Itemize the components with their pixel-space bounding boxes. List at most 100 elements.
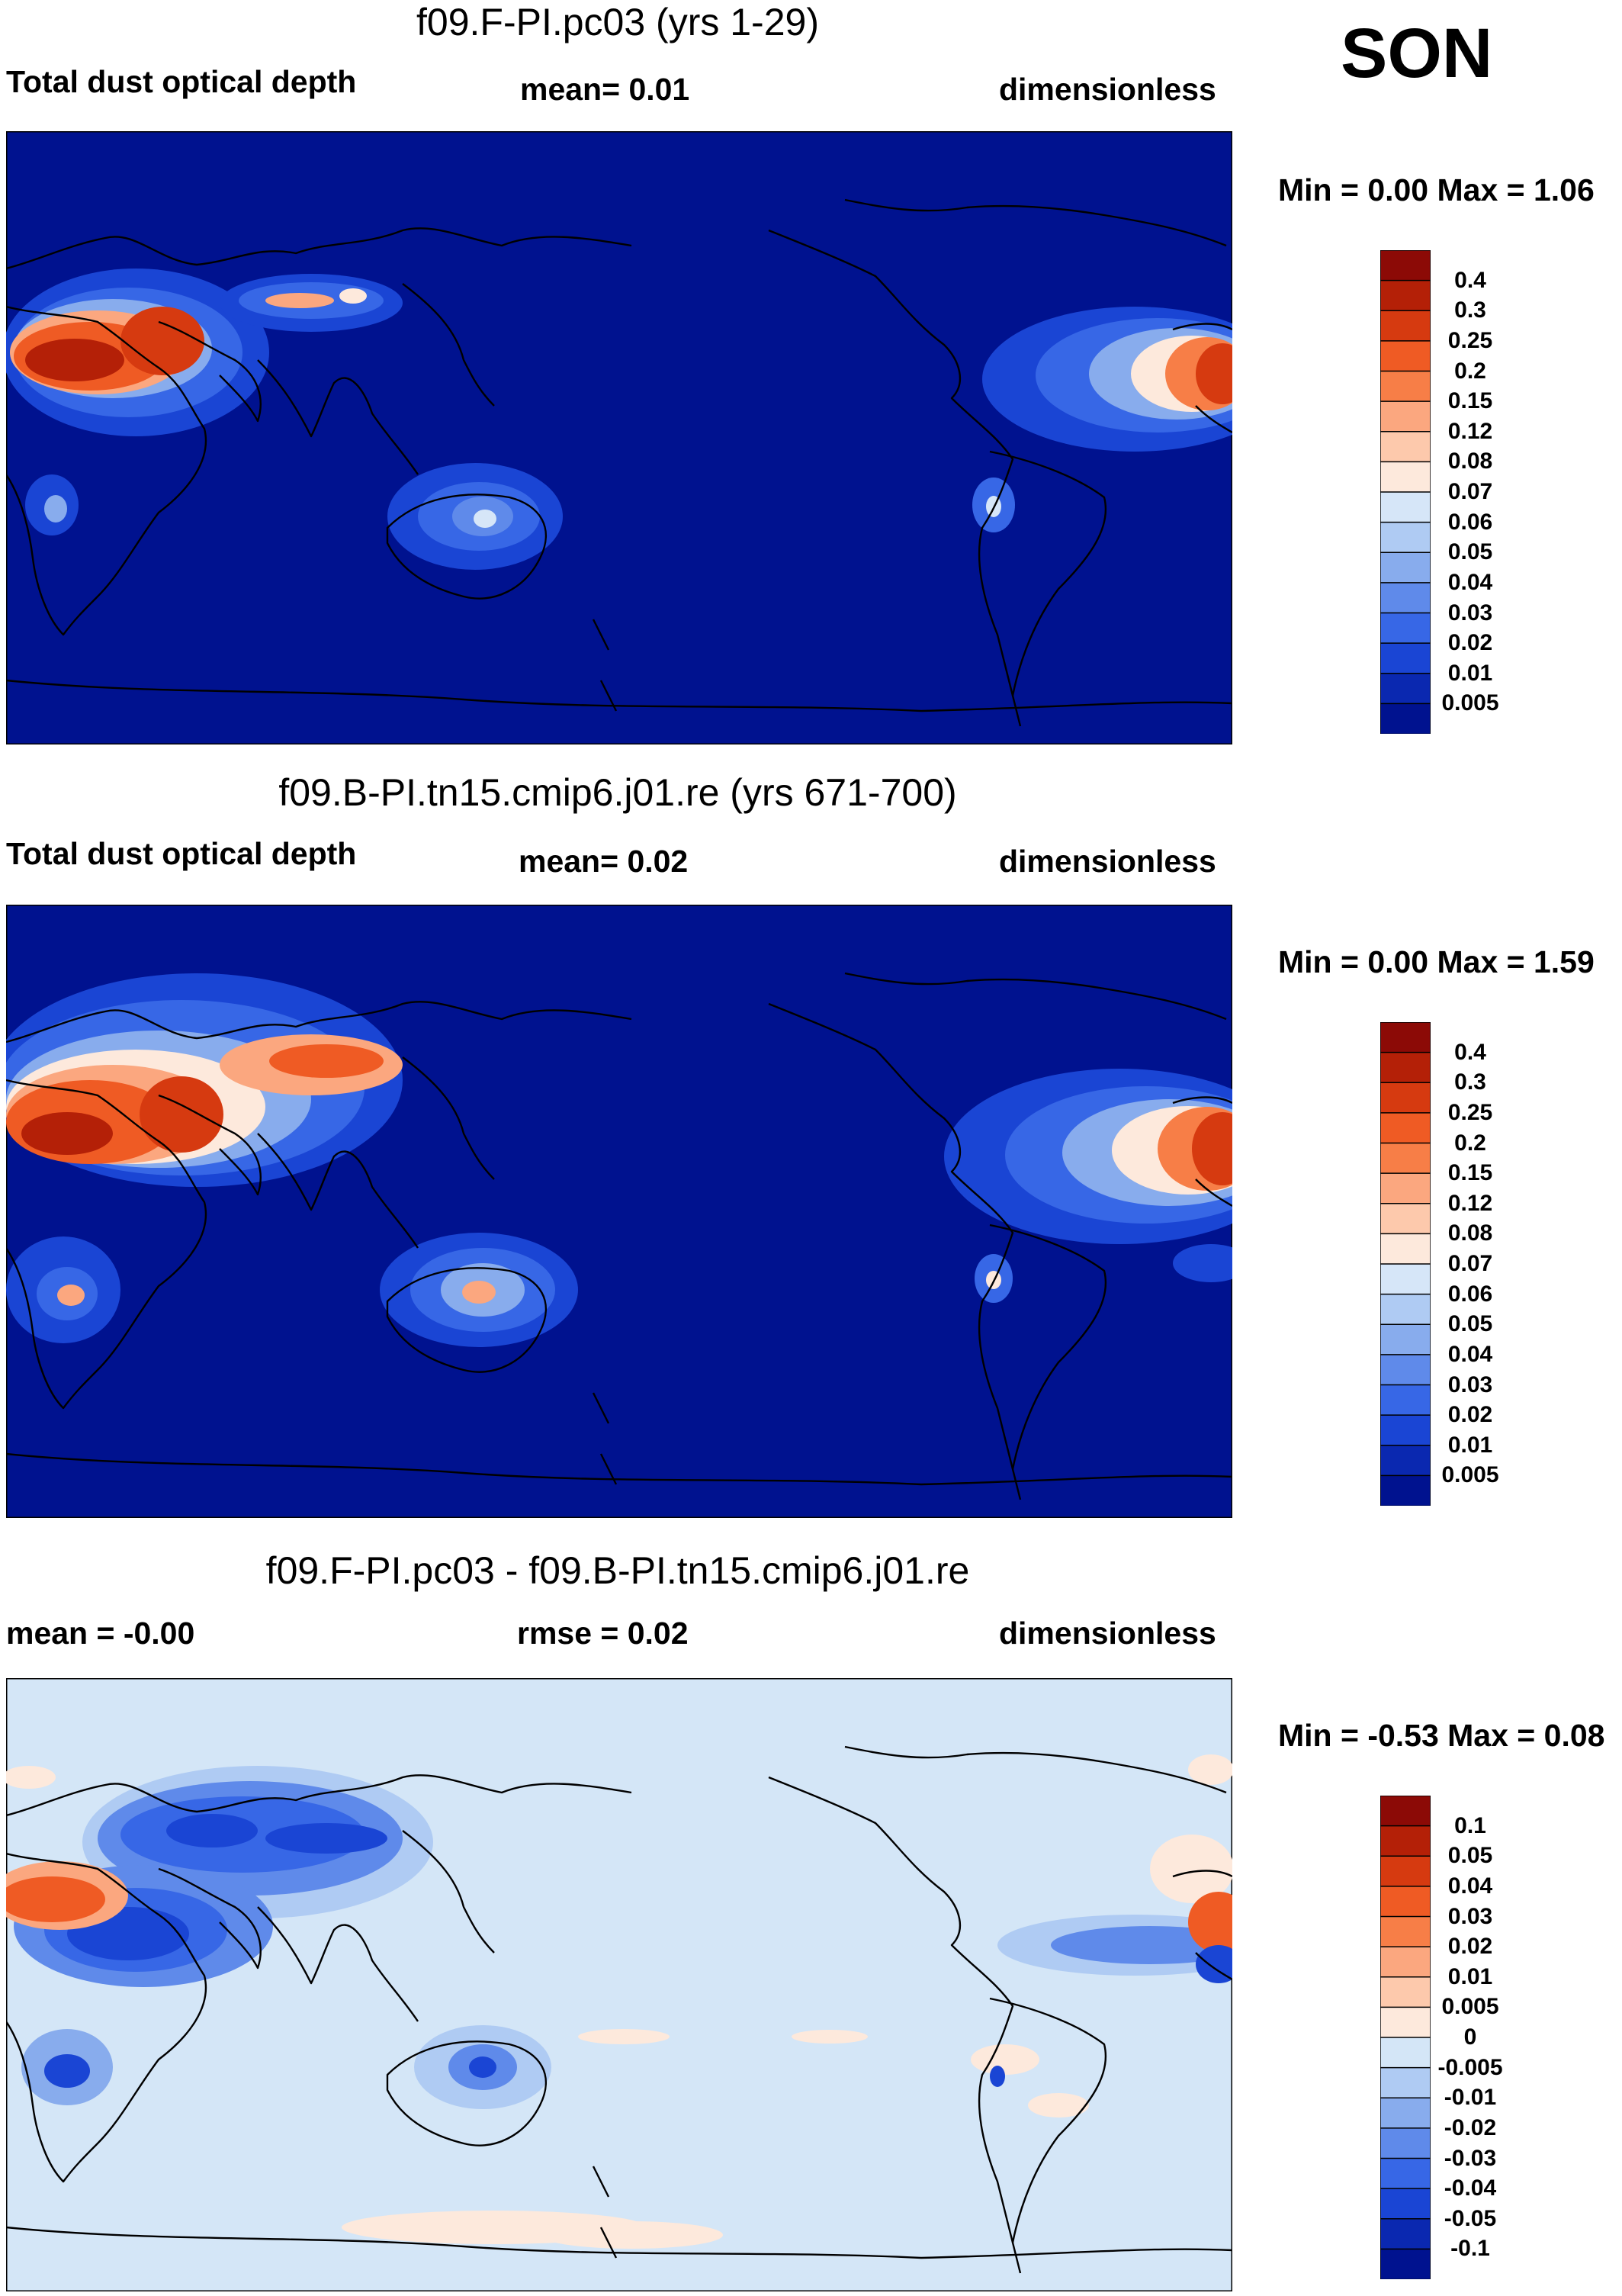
colorbar-tick-label: 0.02: [1447, 1402, 1493, 1428]
colorbar-swatch: [1380, 521, 1431, 554]
colorbar-tick-label: 0.05: [1447, 539, 1493, 565]
colorbar-swatch: [1380, 250, 1431, 281]
colorbar-swatch: [1380, 1172, 1431, 1205]
colorbar-tick-label: 0.3: [1454, 1069, 1486, 1095]
colorbar-swatch: [1380, 2127, 1431, 2159]
panel-3-mean-label: mean = -0.00: [6, 1616, 195, 1651]
colorbar-swatch: [1380, 1354, 1431, 1386]
colorbar-swatch: [1380, 2248, 1431, 2279]
coastlines: [6, 1745, 1232, 2274]
panel-1-units-label: dimensionless: [999, 72, 1216, 107]
colorbar-tick-label: 0: [1463, 2024, 1477, 2050]
panel-3-colorbar-swatches: [1380, 1796, 1431, 2279]
colorbar-swatch: [1380, 2006, 1431, 2039]
panel-2-colorbar-swatches: [1380, 1022, 1431, 1506]
colorbar-swatch: [1380, 491, 1431, 523]
colorbar-tick-label: -0.05: [1444, 2205, 1497, 2231]
colorbar-tick-label: 0.03: [1447, 1371, 1493, 1397]
colorbar-swatch: [1380, 1142, 1431, 1175]
panel-1-title: f09.F-PI.pc03 (yrs 1-29): [416, 1, 819, 43]
colorbar-tick-label: 0.01: [1447, 660, 1493, 686]
colorbar-tick-label: 0.12: [1447, 418, 1493, 444]
colorbar-tick-label: -0.1: [1450, 2236, 1490, 2262]
colorbar-tick-label: 0.1: [1454, 1812, 1486, 1838]
colorbar-swatch: [1380, 1445, 1431, 1477]
colorbar-tick-label: 0.2: [1454, 358, 1486, 384]
panel-2-mean-label: mean= 0.02: [519, 844, 689, 879]
colorbar-tick-label: 0.12: [1447, 1190, 1493, 1216]
colorbar-tick-label: 0.03: [1447, 1903, 1493, 1929]
colorbar-tick-label: 0.4: [1454, 267, 1486, 293]
panel-3-map: [6, 1678, 1232, 2291]
colorbar-swatch: [1380, 1082, 1431, 1114]
colorbar-tick-label: 0.25: [1447, 327, 1493, 353]
colorbar-tick-label: 0.02: [1447, 630, 1493, 656]
colorbar-swatch: [1380, 703, 1431, 734]
colorbar-tick-label: 0.3: [1454, 297, 1486, 323]
colorbar-tick-label: 0.2: [1454, 1130, 1486, 1156]
colorbar-tick-label: 0.005: [1441, 690, 1499, 716]
colorbar-tick-label: 0.05: [1447, 1311, 1493, 1337]
colorbar-swatch: [1380, 1886, 1431, 1918]
colorbar-swatch: [1380, 1323, 1431, 1356]
colorbar-tick-label: 0.06: [1447, 509, 1493, 535]
colorbar-swatch: [1380, 1022, 1431, 1053]
colorbar-tick-label: -0.005: [1437, 2054, 1503, 2080]
panel-2-units-label: dimensionless: [999, 844, 1216, 879]
colorbar-tick-label: 0.07: [1447, 479, 1493, 504]
panel-2-map: [6, 905, 1232, 1518]
colorbar-tick-label: 0.02: [1447, 1934, 1493, 1960]
colorbar-swatch: [1380, 370, 1431, 403]
colorbar-swatch: [1380, 1263, 1431, 1295]
panel-2-title: f09.B-PI.tn15.cmip6.j01.re (yrs 671-700): [278, 771, 957, 814]
colorbar-tick-label: 0.03: [1447, 600, 1493, 625]
colorbar-tick-label: 0.25: [1447, 1099, 1493, 1125]
colorbar-swatch: [1380, 2218, 1431, 2250]
colorbar-swatch: [1380, 551, 1431, 584]
panel-1-colorbar-swatches: [1380, 250, 1431, 734]
panel-3-units-label: dimensionless: [999, 1616, 1216, 1651]
colorbar-swatch: [1380, 461, 1431, 494]
colorbar-tick-label: 0.08: [1447, 449, 1493, 474]
panel-1-mean-label: mean= 0.01: [520, 72, 690, 107]
colorbar-swatch: [1380, 1203, 1431, 1235]
colorbar-swatch: [1380, 1976, 1431, 2008]
colorbar-swatch: [1380, 2037, 1431, 2069]
colorbar-tick-label: -0.04: [1444, 2175, 1497, 2201]
colorbar-swatch: [1380, 1112, 1431, 1144]
colorbar-swatch: [1380, 1414, 1431, 1447]
dust-field: [6, 269, 1232, 570]
panel-3-minmax-label: Min = -0.53 Max = 0.08: [1278, 1718, 1605, 1753]
colorbar-tick-label: 0.15: [1447, 1160, 1493, 1186]
coastlines: [6, 198, 1232, 727]
colorbar-tick-label: -0.02: [1444, 2114, 1497, 2140]
colorbar-swatch: [1380, 2188, 1431, 2220]
panel-2-variable-label: Total dust optical depth: [6, 836, 357, 871]
panel-2-minmax-label: Min = 0.00 Max = 1.59: [1278, 944, 1595, 979]
colorbar-tick-label: 0.4: [1454, 1039, 1486, 1065]
panel-3-rmse-label: rmse = 0.02: [517, 1616, 689, 1651]
colorbar-tick-label: 0.04: [1447, 1873, 1493, 1899]
colorbar-swatch: [1380, 1946, 1431, 1979]
panel-3-colorbar: [1380, 1796, 1431, 2279]
colorbar-swatch: [1380, 400, 1431, 433]
colorbar-tick-label: 0.005: [1441, 1462, 1499, 1488]
colorbar-tick-label: 0.06: [1447, 1281, 1493, 1307]
colorbar-swatch: [1380, 310, 1431, 342]
colorbar-swatch: [1380, 1825, 1431, 1857]
colorbar-tick-label: 0.15: [1447, 388, 1493, 414]
season-label: SON: [1341, 14, 1493, 92]
colorbar-tick-label: -0.01: [1444, 2085, 1497, 2111]
colorbar-swatch: [1380, 642, 1431, 675]
panel-1-colorbar: [1380, 250, 1431, 734]
colorbar-tick-label: 0.04: [1447, 569, 1493, 595]
colorbar-tick-label: 0.01: [1447, 1963, 1493, 1989]
colorbar-swatch: [1380, 1051, 1431, 1084]
colorbar-tick-label: 0.04: [1447, 1341, 1493, 1367]
colorbar-swatch: [1380, 1855, 1431, 1888]
dust-field: [6, 973, 1232, 1347]
colorbar-swatch: [1380, 1474, 1431, 1506]
colorbar-swatch: [1380, 2066, 1431, 2099]
colorbar-swatch: [1380, 279, 1431, 312]
colorbar-swatch: [1380, 673, 1431, 705]
